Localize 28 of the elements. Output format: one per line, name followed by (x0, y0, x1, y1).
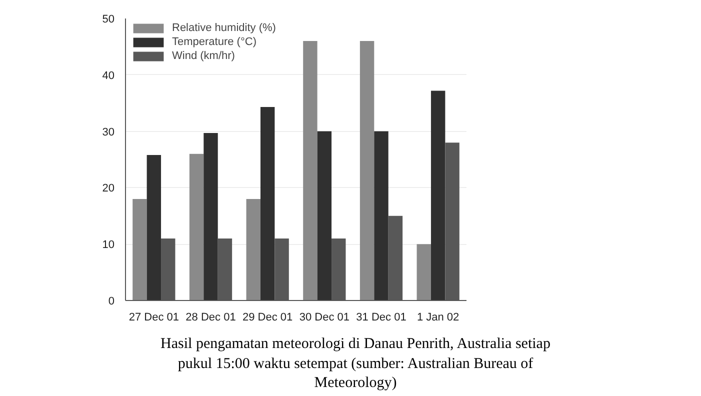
y-tick-label: 10 (102, 239, 115, 252)
x-tick-label: 30 Dec 01 (299, 312, 350, 324)
y-tick-label: 0 (108, 296, 115, 308)
bar (132, 198, 147, 300)
legend-label: Wind (km/hr) (172, 50, 235, 62)
x-tick-label: 28 Dec 01 (186, 312, 236, 324)
x-tick-label: 29 Dec 01 (242, 312, 293, 324)
bar (430, 90, 446, 300)
legend-label: Temperature (°C) (172, 36, 256, 48)
bar (260, 107, 275, 300)
y-tick-label: 30 (102, 126, 115, 138)
bar (146, 154, 162, 300)
y-tick-label: 40 (102, 70, 115, 82)
y-tick-label: 20 (102, 182, 115, 195)
x-tick-label: 31 Dec 01 (356, 312, 406, 324)
legend-label: Relative humidity (%) (172, 22, 276, 34)
bar (189, 154, 204, 300)
bar (246, 198, 260, 300)
bar (317, 131, 332, 300)
x-tick-label: 1 Jan 02 (416, 312, 460, 324)
bar (416, 244, 431, 300)
bar (374, 131, 388, 300)
bar (303, 41, 318, 300)
y-tick-label: 50 (102, 14, 115, 26)
x-tick-label: 27 Dec 01 (128, 312, 179, 324)
bar (204, 132, 218, 300)
bar (360, 41, 374, 300)
text: Hasil pengamatan meteorologi di Danau Penrith, Australia setiap pukul 15:00 waktu setempat (sumber: Australian Bureau of Meteorology) (160, 335, 552, 393)
